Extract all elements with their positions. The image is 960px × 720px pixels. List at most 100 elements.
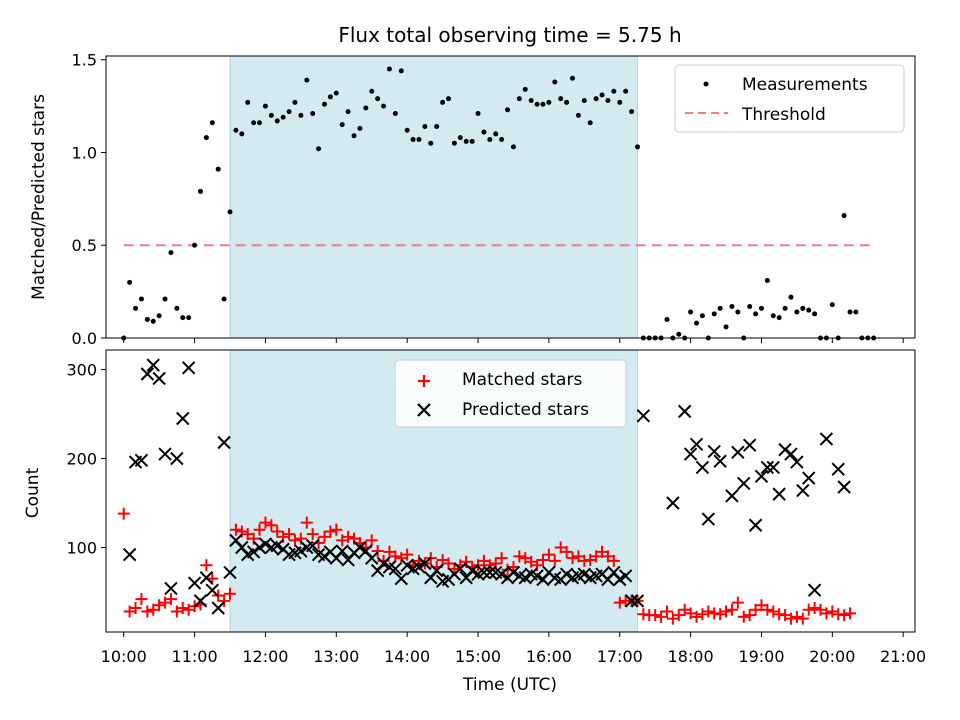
bottom-legend: Matched stars Predicted stars <box>394 359 627 428</box>
measurement-point <box>434 124 440 129</box>
x-tick-label: 19:00 <box>738 647 784 666</box>
measurement-point <box>416 136 422 142</box>
measurement-point <box>764 277 770 283</box>
measurement-point <box>298 112 304 118</box>
predicted-star-point <box>725 489 739 503</box>
measurement-point <box>150 318 156 324</box>
bottom-panel: 100 200 300 10:00 11:00 12:00 13:00 14:00 15:00… <box>23 350 926 695</box>
measurement-point <box>133 305 139 311</box>
matched-star-point <box>117 507 130 520</box>
measurement-point <box>676 331 682 337</box>
predicted-star-point <box>170 451 184 466</box>
measurement-point <box>203 135 209 141</box>
predicted-star-point <box>258 537 273 551</box>
predicted-star-point <box>689 437 704 452</box>
measurement-point <box>552 79 558 85</box>
predicted-star-point <box>246 545 261 559</box>
top-y-tick-label: 1.5 <box>72 51 97 70</box>
top-y-ticks: 0.0 0.5 1.0 1.5 <box>72 51 106 348</box>
measurement-point <box>251 120 257 126</box>
matched-star-point <box>613 596 626 609</box>
measurement-point <box>770 313 776 319</box>
x-tick-label: 11:00 <box>172 647 218 666</box>
measurement-point <box>806 307 812 313</box>
measurement-point <box>711 311 717 317</box>
measurement-point <box>800 305 806 311</box>
predicted-star-point <box>831 462 845 476</box>
measurement-point <box>493 131 499 137</box>
predicted-star-point <box>270 539 284 553</box>
measurement-point <box>499 136 505 142</box>
matched-star-point <box>164 593 177 606</box>
predicted-star-point <box>677 404 692 419</box>
matched-star-point <box>218 594 231 607</box>
measurement-point <box>345 109 351 115</box>
measurement-point <box>209 120 215 126</box>
predicted-star-point <box>477 565 491 580</box>
measurement-point <box>156 313 162 319</box>
predicted-star-point <box>772 487 786 501</box>
bottom-y-tick-label: 200 <box>66 450 97 469</box>
measurement-point <box>268 112 274 118</box>
measurement-point <box>829 302 835 308</box>
matched-star-point <box>714 608 727 621</box>
measurement-point <box>404 127 410 133</box>
predicted-star-point <box>796 483 810 498</box>
measurement-point <box>304 77 310 83</box>
matched-star-point <box>826 605 839 618</box>
measurement-point <box>841 213 847 219</box>
matched-star-point <box>607 554 620 567</box>
measurement-point <box>321 101 327 107</box>
predicted-star-point <box>494 567 509 581</box>
measurement-point <box>339 122 345 128</box>
matched-star-point <box>259 516 272 529</box>
matched-star-point <box>300 516 313 529</box>
matched-star-point <box>200 559 213 572</box>
predicted-star-point <box>760 460 775 475</box>
matched-star-point <box>318 530 331 543</box>
x-tick-label: 21:00 <box>880 647 926 666</box>
x-tick-label: 16:00 <box>526 647 572 666</box>
predicted-star-point <box>294 544 308 558</box>
top-y-axis-label: Matched/Predicted stars <box>29 94 49 300</box>
matched-star-point <box>495 552 508 565</box>
measurement-point <box>262 103 268 109</box>
top-x-ticks <box>123 338 904 343</box>
measurement-point <box>729 303 735 309</box>
measurement-point <box>694 320 700 326</box>
top-legend: Measurements Threshold <box>674 64 905 133</box>
legend-matched-marker <box>418 375 430 387</box>
matched-star-point <box>784 612 797 625</box>
measurement-point <box>611 88 617 94</box>
predicted-star-point <box>158 447 172 461</box>
matched-star-point <box>253 523 266 536</box>
measurement-point <box>735 309 741 315</box>
predicted-star-point <box>335 544 349 558</box>
measurement-point <box>581 98 587 104</box>
predicted-star-point <box>748 518 763 532</box>
predicted-star-point <box>353 540 367 555</box>
matched-star-point <box>672 609 685 622</box>
predicted-star-point <box>577 567 592 581</box>
matched-star-point <box>371 545 384 558</box>
matched-star-point <box>548 554 561 567</box>
measurement-point <box>758 305 764 311</box>
predicted-star-point <box>837 480 851 494</box>
matched-star-point <box>690 610 703 623</box>
measurement-point <box>445 96 451 102</box>
predicted-star-point <box>400 558 414 572</box>
predicted-star-point <box>140 367 155 381</box>
predicted-star-point <box>429 563 444 578</box>
matched-star-point <box>655 610 668 623</box>
matched-star-point <box>696 608 709 621</box>
predicted-star-point <box>559 567 574 581</box>
legend-measurements-label: Measurements <box>742 75 868 95</box>
predicted-star-point <box>630 594 645 608</box>
measurement-point <box>575 112 581 118</box>
predicted-star-point <box>802 471 816 485</box>
predicted-star-point <box>412 560 426 574</box>
top-y-tick-label: 0.0 <box>72 329 97 348</box>
top-legend-box <box>674 64 905 133</box>
predicted-star-point <box>187 576 202 590</box>
